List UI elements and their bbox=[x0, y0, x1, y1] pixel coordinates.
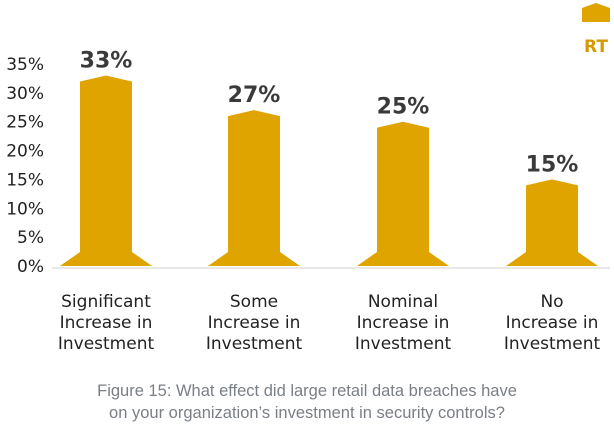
data-label: 15% bbox=[526, 152, 579, 177]
category-label: Increase in bbox=[357, 313, 450, 333]
category-label: Increase in bbox=[60, 313, 153, 333]
category-label: No bbox=[540, 292, 563, 312]
category-label: Investment bbox=[355, 334, 452, 354]
legend: RT bbox=[582, 3, 610, 57]
bar-chart: 0% 5% 10% 15% 20% 25% 30% 35% 33% 27% 25% 15% Sign… bbox=[6, 3, 610, 354]
category-label: Increase in bbox=[208, 313, 301, 333]
y-tick-label: 10% bbox=[6, 199, 44, 219]
y-tick-label: 30% bbox=[6, 84, 44, 104]
y-tick-label: 15% bbox=[6, 170, 44, 190]
category-label: Nominal bbox=[368, 292, 438, 312]
category-label: Investment bbox=[206, 334, 303, 354]
data-labels: 33% 27% 25% 15% bbox=[80, 49, 579, 178]
category-label: Some bbox=[230, 292, 278, 312]
caption-line-2: on your organization’s investment in sec… bbox=[109, 404, 505, 422]
y-tick-label: 35% bbox=[6, 55, 44, 75]
bar bbox=[357, 121, 449, 266]
data-label: 33% bbox=[80, 49, 133, 74]
legend-swatch bbox=[582, 3, 610, 22]
y-tick-label: 5% bbox=[17, 228, 44, 248]
bar bbox=[506, 179, 598, 266]
data-label: 25% bbox=[377, 95, 430, 120]
legend-label: RT bbox=[584, 37, 608, 57]
category-label: Significant bbox=[61, 292, 151, 312]
category-label: Increase in bbox=[506, 313, 599, 333]
bar bbox=[208, 110, 300, 267]
category-label: Investment bbox=[58, 334, 155, 354]
y-tick-label: 25% bbox=[6, 113, 44, 133]
y-tick-label: 0% bbox=[17, 257, 44, 277]
y-tick-label: 20% bbox=[6, 142, 44, 162]
figure-caption: Figure 15: What effect did large retail … bbox=[0, 380, 614, 424]
y-axis: 0% 5% 10% 15% 20% 25% 30% 35% bbox=[6, 55, 44, 277]
bars bbox=[52, 75, 610, 269]
bar bbox=[60, 75, 152, 267]
data-label: 27% bbox=[228, 83, 281, 108]
caption-line-1: Figure 15: What effect did large retail … bbox=[97, 382, 517, 400]
category-label: Investment bbox=[504, 334, 601, 354]
